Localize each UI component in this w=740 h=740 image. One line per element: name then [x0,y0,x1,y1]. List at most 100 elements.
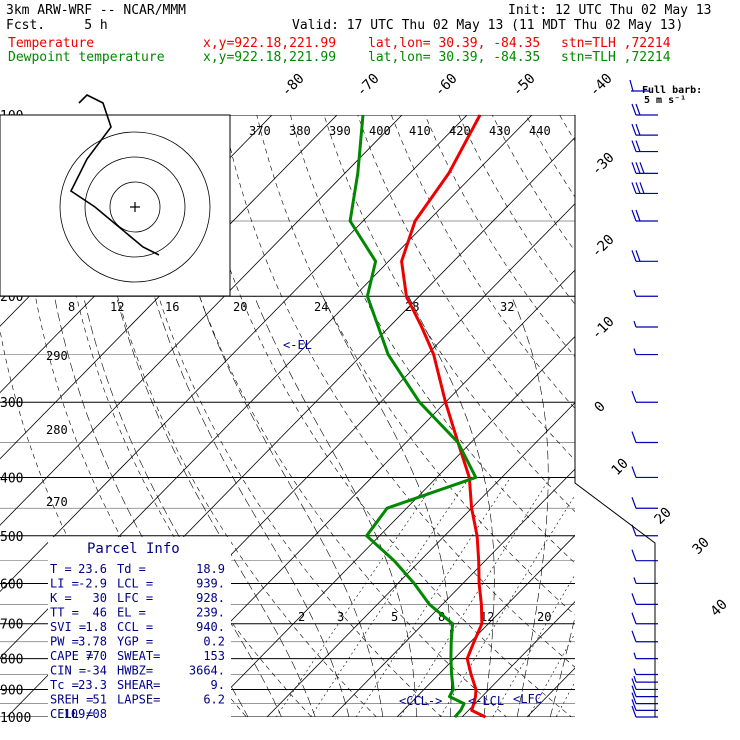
isotherm-label: -80 [279,71,308,100]
hodograph [0,94,231,297]
isotherm-label: 40 [708,597,731,620]
dry-adiabat [728,115,740,730]
dry-adiabat [492,115,575,252]
parcel-info-value: 153 [203,649,225,663]
theta-label: 270 [46,495,68,509]
wind-barb [633,577,658,585]
isotherm-label: 30 [690,535,713,558]
wind-barb [631,140,658,153]
hodograph-ring [59,131,211,283]
isotherm-label: -60 [432,71,461,100]
wind-barb [631,182,658,195]
isotherm--20 [201,335,575,717]
dry-adiabat [290,115,575,564]
theta-label: 290 [46,349,68,363]
wind-barb [631,678,658,691]
isotherm-label: -40 [587,71,616,100]
dry-adiabat [593,115,740,730]
parcel-info-value: -34 [85,664,107,678]
dry-adiabat [525,115,575,198]
wind-barb [633,320,658,328]
wind-barb [631,497,658,509]
sounding-annotation: <-LCL [468,694,504,708]
parcel-info-key: SREH = [50,693,93,707]
pressure-label-1000: 1000 [0,711,31,726]
parcel-info-key: Tc = [50,678,79,692]
wind-barb [631,123,658,136]
mixing-ratio-label: 12 [110,300,124,314]
isotherm-label: -30 [589,150,618,179]
mixing-ratio-line [439,494,575,717]
temperature-xy: x,y=922.18,221.99 [203,36,337,51]
isotherm--70 [0,115,468,593]
wind-barb [631,431,658,444]
wind-barb [631,612,658,625]
mixing-ratio-label: 2 [298,610,305,624]
wind-barb [631,692,658,705]
pressure-label-800: 800 [0,653,23,668]
dry-adiabat [256,115,575,616]
parcel-info-value: 928. [196,591,225,605]
moist-adiabat [322,296,452,717]
pressure-label-700: 700 [0,618,23,633]
parcel-info-value: 9. [211,678,225,692]
mixing-ratio-label: 20 [233,300,247,314]
moist-adiabat [199,296,384,717]
isotherm-30 [526,667,575,717]
parcel-info-value: 46 [93,606,107,620]
isotherm--60 [0,115,533,659]
parcel-info-key: LFC = [117,591,153,605]
parcel-info-value: 23.6 [78,562,107,576]
sounding-annotation: <-EL [283,338,312,352]
parcel-info-value: 51 [93,693,107,707]
dewpoint-legend: Dewpoint temperature [8,50,165,65]
wind-barb [633,668,658,676]
parcel-info-key: Td = [117,562,146,576]
moist-adiabat [254,296,417,717]
wind-barb [631,391,658,403]
wind-barb [631,524,658,537]
isotherm--80 [0,115,403,526]
parcel-info-value: 239. [196,606,225,620]
isotherm-label: 0 [592,399,609,416]
pressure-label-300: 300 [0,396,23,411]
moist-adiabat [154,296,350,717]
parcel-info-key: K = [50,591,72,605]
parcel-info-key: CCL = [117,620,153,634]
wind-barb [631,705,658,718]
wind-barb [631,209,658,222]
parcel-info-title: Parcel Info [87,541,180,557]
mixing-ratio-line [275,477,439,717]
isotherm-50 [644,102,740,730]
parcel-info-value: 1.8 [85,620,107,634]
parcel-info-key: YGP = [117,635,153,649]
isotherm-label: -50 [510,71,539,100]
mixing-ratio-label: 20 [537,610,551,624]
parcel-info-key: SWEAT= [117,649,160,663]
parcel-info-value: 3664. [189,664,225,678]
hodograph-trace [69,94,160,256]
isotherm--90 [0,115,338,460]
parcel-info-key: SHEAR= [117,678,160,692]
parcel-info-value: 6.2 [203,693,225,707]
mixing-ratio-line [355,477,511,717]
moist-adiabat [116,296,316,717]
init-time: Init: 12 UTC Thu 02 May 13 [508,3,712,18]
parcel-info-value: 939. [196,577,225,591]
dry-adiabat [121,115,442,717]
dry-adiabat [458,115,575,305]
parcel-info-key: T = [50,562,72,576]
hodograph-ring [109,181,161,233]
wind-barb [631,103,658,116]
parcel-info-value: 770 [85,649,107,663]
theta-e-label: 420 [449,124,471,138]
parcel-info-box: Parcel Info T = 23.6 Td = 18.9 LI = -2.9 LCL = 9… [48,537,231,727]
moist-adiabat [511,296,549,717]
theta-e-label: 440 [529,124,551,138]
parcel-info-value: 18.9 [196,562,225,576]
mixing-ratio-label: 8 [68,300,75,314]
theta-e-label: 410 [409,124,431,138]
temperature-station: stn=TLH ,72214 [561,36,671,51]
wind-barb [631,699,658,711]
model-title: 3km ARW-WRF -- NCAR/MMM [6,3,187,18]
